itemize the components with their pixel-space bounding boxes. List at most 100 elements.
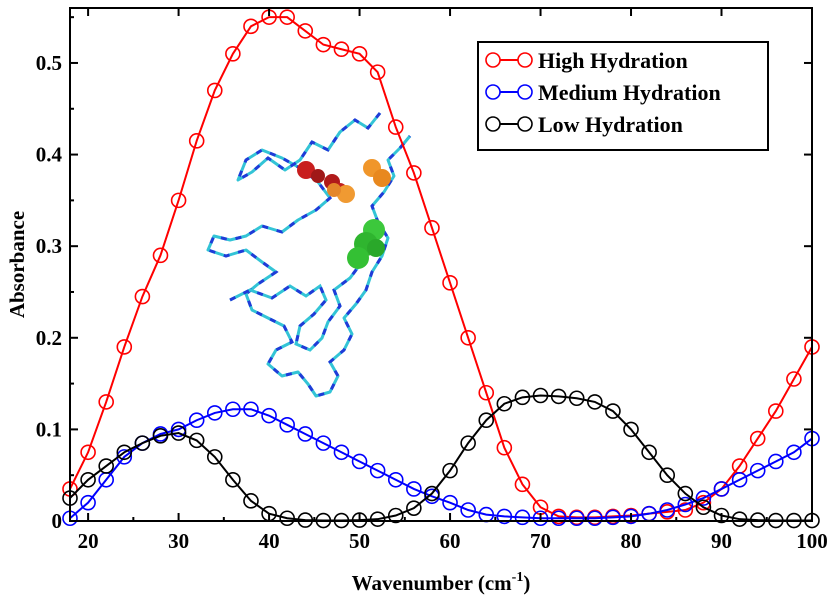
data-point [641, 444, 657, 461]
data-point [297, 426, 314, 442]
legend-marker [517, 84, 533, 100]
data-point [731, 511, 748, 527]
y-tick-label: 0.3 [36, 234, 62, 258]
data-point [713, 481, 730, 497]
series-line [69, 16, 813, 519]
data-point [80, 494, 96, 511]
data-point [116, 444, 133, 461]
legend-marker [517, 52, 533, 68]
data-point [605, 403, 621, 419]
data-point [333, 444, 350, 461]
data-point [206, 405, 223, 421]
data-point [243, 493, 259, 509]
y-tick-label: 0.5 [36, 51, 62, 75]
data-point [532, 387, 549, 404]
data-point [623, 421, 639, 438]
x-tick-label: 70 [530, 529, 551, 553]
data-point [496, 508, 513, 525]
data-point [152, 247, 169, 264]
plot-frame [69, 7, 813, 522]
data-point [659, 467, 676, 483]
data-point [568, 390, 585, 407]
data-point [188, 133, 205, 149]
legend-marker [485, 84, 501, 100]
data-point [731, 471, 748, 488]
data-point [98, 458, 114, 474]
series-line [69, 394, 812, 522]
residue-spheres-green [347, 219, 385, 269]
data-point [225, 401, 241, 418]
data-point [623, 508, 639, 525]
legend-label: High Hydration [538, 48, 688, 73]
data-point [387, 119, 404, 135]
protein-structure-inset [205, 112, 412, 398]
x-tick-label: 100 [796, 529, 828, 553]
data-point [568, 510, 585, 527]
data-point [496, 395, 513, 412]
x-tick-label: 80 [621, 529, 642, 553]
data-point [170, 192, 187, 209]
x-axis-title: Wavenumber (cm-1) [352, 570, 531, 595]
series-line [69, 408, 813, 520]
data-point [460, 329, 476, 346]
axes-layer: 20 30 40 50 60 70 80 90 100 0 0.1 0.2 0.3 0.4 0.5 Waven… [5, 8, 828, 595]
data-point [406, 500, 422, 516]
data-point [387, 471, 404, 488]
data-point [749, 462, 766, 479]
data-point [206, 82, 223, 99]
x-tick-label: 90 [711, 529, 732, 553]
residue-spheres-orange [327, 159, 391, 203]
data-point [587, 510, 603, 527]
data-point [369, 462, 386, 479]
legend-label: Medium Hydration [538, 80, 721, 105]
data-point [587, 394, 603, 410]
legend-item: Medium Hydration [485, 80, 721, 105]
data-point [677, 496, 694, 513]
x-axis-title-main: Wavenumber (cm [352, 571, 513, 595]
data-point [605, 509, 621, 526]
x-tick-label: 60 [440, 529, 461, 553]
data-point [768, 403, 784, 419]
legend: High Hydration Medium Hydration Low Hydrat… [477, 41, 769, 151]
data-point [442, 275, 458, 291]
data-point [677, 485, 694, 502]
x-axis-title-sup: -1 [512, 570, 524, 585]
data-point [786, 444, 802, 461]
data-point [279, 510, 295, 527]
data-point [134, 288, 151, 305]
data-point [695, 490, 712, 506]
data-point [80, 444, 96, 461]
data-point [116, 339, 133, 355]
data-point [225, 471, 241, 488]
data-point [550, 388, 567, 405]
data-point [442, 462, 458, 479]
data-point [478, 412, 495, 429]
data-point [478, 384, 495, 401]
data-point [406, 481, 422, 497]
data-point [261, 407, 277, 424]
data-point [514, 509, 531, 526]
data-point [351, 46, 368, 62]
data-point [152, 428, 169, 444]
x-tick-label: 50 [349, 529, 370, 553]
data-point [315, 36, 332, 53]
data-point [786, 371, 802, 387]
data-point [550, 510, 567, 527]
data-point [460, 435, 476, 451]
data-point [659, 502, 676, 518]
data-point [279, 417, 295, 433]
x-axis-title-close: ) [523, 571, 530, 595]
data-point [442, 494, 458, 511]
legend-marker [517, 116, 533, 132]
protein-ribbon-blue [205, 112, 412, 398]
x-tick-label: 30 [168, 529, 189, 553]
legend-marker [485, 52, 501, 68]
data-point [406, 165, 422, 181]
data-point [134, 435, 151, 451]
x-tick-label: 40 [259, 529, 280, 553]
data-point [333, 41, 350, 58]
data-point [243, 18, 259, 35]
data-point [496, 439, 513, 456]
data-point [514, 476, 531, 493]
